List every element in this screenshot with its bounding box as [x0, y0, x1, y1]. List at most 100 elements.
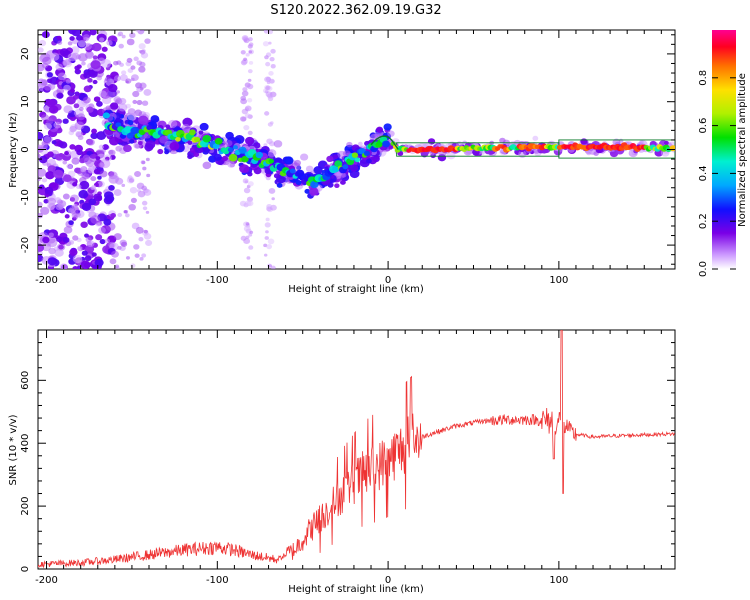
heatmap-cell [51, 140, 57, 145]
heatmap-cell [263, 243, 268, 248]
heatmap-cell [239, 200, 247, 207]
heatmap-cell [159, 136, 168, 144]
heatmap-cell [133, 244, 140, 250]
heatmap-cell [137, 190, 146, 198]
heatmap-cell [265, 61, 271, 67]
heatmap-cell [125, 78, 132, 84]
heatmap-cell [98, 90, 107, 98]
heatmap-cell [187, 140, 193, 145]
heatmap-cell [83, 85, 92, 93]
heatmap-cell [202, 161, 212, 170]
heatmap-cell [264, 84, 271, 91]
heatmap-cell [72, 266, 79, 269]
heatmap-cell [83, 157, 92, 165]
heatmap-cell [118, 43, 124, 49]
heatmap-cell [129, 186, 138, 194]
snr-y-axis-label: SNR (10 * v/v) [8, 414, 19, 485]
heatmap-cell [123, 210, 128, 214]
heatmap-cell [74, 121, 85, 130]
heatmap-cell [79, 166, 87, 173]
heatmap-cell [43, 135, 51, 143]
heatmap-cell [212, 143, 220, 150]
heatmap-cell [264, 76, 271, 83]
heatmap-cell [38, 184, 45, 190]
heatmap-cell [75, 212, 81, 217]
heatmap-cell [38, 168, 47, 177]
heatmap-cell [228, 153, 238, 162]
heatmap-cell [84, 245, 95, 254]
heatmap-cell [270, 48, 276, 54]
heatmap-cell [128, 203, 136, 211]
snr-panel: -200 -100 0 100 0 200 400 600 Height of straigh… [8, 329, 676, 595]
heatmap-cell [136, 100, 143, 106]
heatmap-cell [74, 65, 80, 71]
heatmap-cell [263, 143, 268, 147]
heatmap-cell [269, 121, 274, 125]
heatmap-cell [227, 160, 236, 168]
heatmap-cell [499, 137, 506, 144]
heatmap-cell [115, 90, 120, 94]
heatmap-cell [262, 41, 269, 47]
heatmap-cell [265, 217, 270, 222]
heatmap-cell [295, 180, 302, 186]
figure-title: S120.2022.362.09.19.G32 [270, 3, 441, 18]
heatmap-cell [225, 140, 233, 147]
heatmap-cell [244, 105, 252, 112]
heatmap-cell [289, 168, 296, 174]
heatmap-cell [129, 139, 135, 144]
heatmap-cell [248, 233, 253, 237]
heatmap-cell [98, 144, 105, 150]
heatmap-cell [86, 106, 94, 113]
heatmap-cell [89, 30, 97, 36]
heatmap-cell [42, 236, 50, 244]
heatmap-cell [246, 256, 251, 260]
heatmap-cell [135, 30, 140, 33]
x-tick-label: 100 [549, 575, 568, 586]
heatmap-cell [113, 60, 119, 66]
heatmap-cell [80, 221, 88, 228]
heatmap-cell [150, 115, 160, 123]
heatmap-cell [532, 135, 539, 141]
heatmap-cell [58, 244, 64, 250]
heatmap-cell [270, 79, 275, 83]
heatmap-cell [78, 189, 89, 199]
heatmap-cell [240, 59, 248, 66]
heatmap-cell [263, 253, 268, 257]
heatmap-cell [270, 64, 276, 69]
heatmap-cell [245, 235, 250, 239]
heatmap-cell [214, 137, 223, 145]
heatmap-cell [157, 148, 164, 155]
heatmap-cell [95, 234, 103, 241]
heatmap-cell [241, 155, 249, 163]
heatmap-cell [221, 155, 229, 162]
heatmap-cell [253, 142, 261, 149]
heatmap-cell [41, 62, 49, 69]
heatmap-cell [91, 42, 102, 52]
heatmap-cell [54, 176, 65, 186]
heatmap-cell [366, 158, 372, 164]
heatmap-cell [139, 49, 146, 55]
heatmap-cell [83, 72, 91, 79]
heatmap-cell [194, 136, 201, 143]
heatmap-cell [243, 238, 251, 245]
heatmap-cell [232, 145, 238, 150]
heatmap-cell [253, 167, 262, 175]
heatmap-cell [121, 183, 126, 187]
heatmap-cell [98, 226, 106, 234]
heatmap-cell [91, 252, 97, 257]
heatmap-cell [75, 132, 82, 138]
heatmap-cell [85, 50, 94, 58]
heatmap-cell [68, 164, 73, 170]
heatmap-cell [165, 124, 171, 129]
heatmap-cell [83, 36, 89, 42]
heatmap-cell [47, 165, 57, 173]
heatmap-cell [121, 241, 128, 247]
heatmap-cell [245, 222, 250, 226]
heatmap-cell [276, 182, 283, 188]
heatmap-cell [247, 130, 253, 136]
heatmap-cell [351, 152, 359, 158]
heatmap-cell [68, 30, 77, 35]
heatmap-cell [66, 96, 76, 105]
heatmap-cell [121, 34, 126, 39]
heatmap-cell [134, 109, 143, 117]
